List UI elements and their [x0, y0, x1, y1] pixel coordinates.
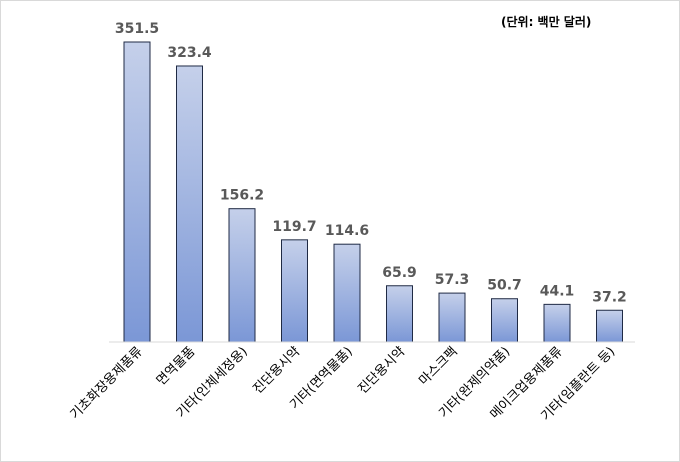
bar-5 — [333, 243, 361, 343]
bar-6 — [386, 285, 413, 343]
value-label-8: 50.7 — [487, 278, 522, 294]
unit-note: (단위: 백만 달러) — [501, 15, 592, 29]
bar-7 — [438, 292, 466, 343]
value-label-3: 156.2 — [220, 188, 264, 204]
value-label-2: 323.4 — [167, 45, 212, 61]
value-label-1: 351.5 — [115, 21, 159, 37]
bar-3 — [228, 208, 256, 343]
value-labels: 351.5 323.4 156.2 119.7 114.6 65.9 57.3 50.7 44.… — [115, 21, 627, 305]
bar-10 — [596, 309, 623, 343]
value-label-9: 44.1 — [540, 283, 575, 299]
bar-4 — [281, 239, 308, 343]
category-label-4: 진단용시약 — [250, 344, 303, 397]
category-label-1: 기초화장용제품류 — [68, 344, 146, 422]
bar-9 — [543, 303, 571, 343]
bar-series — [123, 41, 623, 343]
bar-2 — [176, 65, 203, 343]
bar-8 — [491, 298, 518, 343]
value-label-4: 119.7 — [272, 219, 316, 235]
category-label-7: 마스크팩 — [416, 344, 460, 388]
category-label-2: 면역물품 — [154, 344, 198, 388]
value-label-7: 57.3 — [435, 272, 470, 288]
value-label-6: 65.9 — [382, 265, 417, 281]
value-label-5: 114.6 — [325, 223, 369, 239]
value-label-10: 37.2 — [592, 289, 627, 305]
bar-1 — [123, 41, 151, 343]
category-label-6: 진단용시약 — [355, 344, 408, 397]
